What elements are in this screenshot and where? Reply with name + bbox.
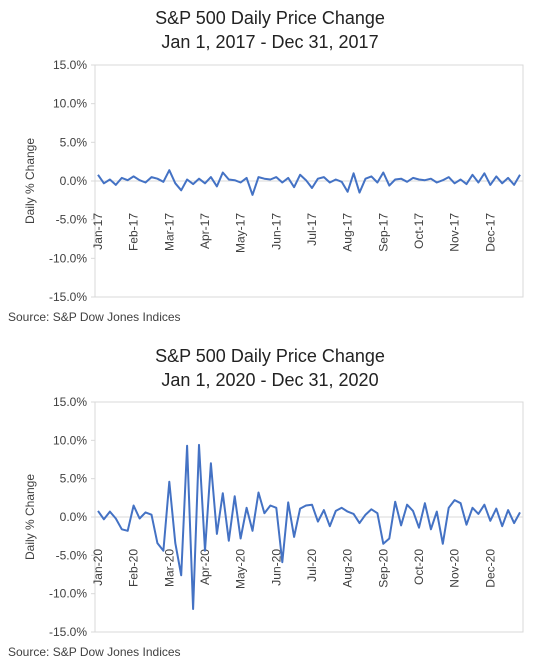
chart-title: S&P 500 Daily Price Change	[155, 346, 385, 366]
chart-subtitle: Jan 1, 2020 - Dec 31, 2020	[161, 370, 378, 390]
series-line	[97, 443, 521, 610]
x-tick-label: Mar-20	[162, 549, 176, 587]
y-tick-label: 5.0%	[60, 135, 88, 149]
y-tick-label: -15.0%	[49, 290, 87, 304]
y-tick-label: -10.0%	[49, 251, 87, 265]
series-line	[97, 169, 521, 196]
x-tick-label: Sep-20	[376, 549, 390, 588]
x-tick-label: Jul-20	[305, 549, 319, 582]
x-tick-label: Jan-17	[91, 213, 105, 250]
x-tick-label: Nov-17	[448, 213, 462, 252]
x-tick-label: Apr-17	[198, 213, 212, 249]
source-note: Source: S&P Dow Jones Indices	[8, 645, 181, 659]
x-tick-label: Mar-17	[162, 213, 176, 251]
x-tick-label: Dec-17	[483, 213, 497, 252]
x-tick-label: Jun-17	[269, 213, 283, 250]
x-tick-label: Jan-20	[91, 549, 105, 586]
x-tick-label: Apr-20	[198, 549, 212, 585]
y-tick-label: 15.0%	[53, 58, 87, 72]
y-axis-label: Daily % Change	[23, 474, 37, 560]
y-tick-label: 10.0%	[53, 433, 87, 447]
x-tick-label: Sep-17	[376, 213, 390, 252]
y-tick-label: -15.0%	[49, 625, 87, 639]
y-tick-label: -5.0%	[56, 213, 88, 227]
x-tick-label: Nov-20	[448, 549, 462, 588]
y-tick-label: -10.0%	[49, 587, 87, 601]
x-tick-label: Aug-17	[341, 213, 355, 252]
x-tick-label: Oct-17	[412, 213, 426, 249]
y-tick-label: 5.0%	[60, 472, 88, 486]
x-tick-label: May-17	[234, 213, 248, 253]
y-tick-label: 15.0%	[53, 395, 87, 409]
x-tick-label: Jun-20	[269, 549, 283, 586]
y-axis-label: Daily % Change	[23, 138, 37, 224]
chart-subtitle: Jan 1, 2017 - Dec 31, 2017	[161, 32, 378, 52]
source-note: Source: S&P Dow Jones Indices	[8, 310, 181, 324]
x-tick-label: Feb-20	[127, 549, 141, 587]
y-tick-label: 0.0%	[60, 510, 88, 524]
x-tick-label: Dec-20	[483, 549, 497, 588]
y-tick-label: 0.0%	[60, 174, 88, 188]
y-tick-label: 10.0%	[53, 97, 87, 111]
chart-title: S&P 500 Daily Price Change	[155, 8, 385, 28]
x-tick-label: Oct-20	[412, 549, 426, 585]
x-tick-label: Aug-20	[341, 549, 355, 588]
y-tick-label: -5.0%	[56, 548, 88, 562]
x-tick-label: May-20	[234, 549, 248, 589]
x-tick-label: Jul-17	[305, 213, 319, 246]
x-tick-label: Feb-17	[127, 213, 141, 251]
